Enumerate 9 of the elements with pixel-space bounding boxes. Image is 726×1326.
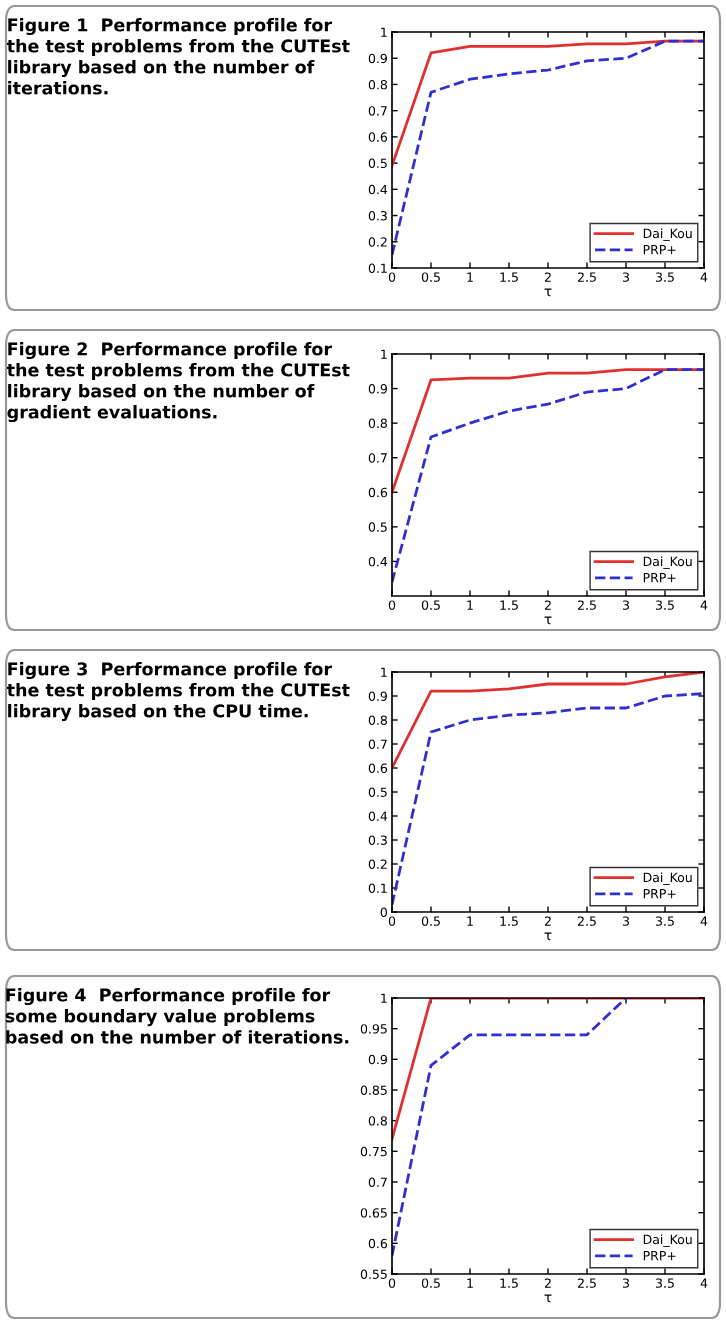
text: Figure 1 Performance profile for the test problems from the CUTEst library based on the number of iterations.	[6, 18, 350, 95]
line-series	[392, 39, 704, 168]
line-series	[392, 998, 628, 1257]
line-series	[392, 368, 704, 584]
line-series	[392, 692, 704, 907]
line-series	[392, 39, 704, 257]
text: Figure 3 Performance profile for the test problems from the CUTEst library based on the CPU time.	[6, 662, 350, 722]
text: Figure 2 Performance profile for the test problems from the CUTEst library based on the number of gradient evaluations.	[6, 342, 350, 423]
text: Figure 4 Performance profile for some boundary value problems based on the number of iterations.	[5, 988, 349, 1044]
